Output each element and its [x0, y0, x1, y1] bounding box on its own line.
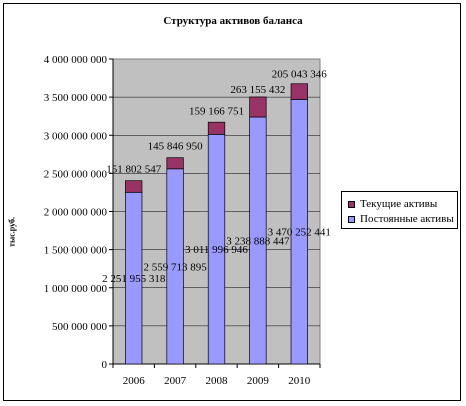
x-tick-label: 2007 [164, 375, 187, 387]
legend-swatch-current-assets [348, 200, 355, 208]
x-axis-ticks: 2006 2007 2008 2009 2010 [112, 364, 321, 387]
bar-current-assets [249, 96, 267, 118]
data-label-fixed-assets: 2 251 955 318 [102, 273, 166, 285]
x-tick-label: 2008 [206, 375, 229, 387]
y-tick-label: 1 000 000 000 [44, 283, 108, 295]
y-tick-label: 1 500 000 000 [44, 245, 108, 257]
data-label-fixed-assets: 3 011 996 946 [185, 244, 248, 256]
bar-current-assets [290, 83, 308, 100]
bar-current-assets [125, 180, 143, 193]
data-label-current-assets: 263 155 432 [230, 84, 285, 96]
y-tick-label: 4 000 000 000 [44, 54, 108, 66]
bar-current-assets [166, 157, 184, 170]
data-label-current-assets: 159 166 751 [189, 105, 244, 117]
y-tick-label: 3 000 000 000 [44, 130, 108, 142]
data-label-current-assets: 205 043 346 [272, 69, 328, 81]
data-label-fixed-assets: 3 238 888 447 [226, 236, 290, 248]
data-label-fixed-assets: 3 470 252 441 [268, 227, 331, 239]
x-tick-label: 2010 [288, 375, 311, 387]
legend-item-fixed-assets: Постоянные активы [348, 213, 454, 225]
legend-item-current-assets: Текущие активы [348, 198, 437, 210]
y-tick-label: 0 [102, 359, 108, 371]
data-labels: 2 251 955 318 151 802 547 2 559 713 895 145… [102, 69, 331, 286]
data-label-fixed-assets: 2 559 713 895 [143, 261, 207, 273]
y-tick-label: 2 500 000 000 [44, 168, 108, 180]
bar-current-assets [207, 121, 226, 135]
legend-label-current-assets: Текущие активы [360, 198, 438, 210]
chart-title: Структура активов баланса [163, 15, 303, 27]
y-tick-label: 3 500 000 000 [44, 92, 108, 104]
x-tick-label: 2009 [247, 375, 270, 387]
y-axis-ticks: 0 500 000 000 1 000 000 000 1 500 000 000 2 … [44, 54, 320, 371]
legend: Текущие активы Постоянные активы [341, 191, 458, 229]
legend-swatch-fixed-assets [348, 215, 355, 223]
y-tick-label: 500 000 000 [52, 321, 108, 333]
legend-label-fixed-assets: Постоянные активы [360, 213, 454, 225]
data-label-current-assets: 151 802 547 [106, 164, 162, 176]
x-tick-label: 2006 [123, 375, 146, 387]
y-tick-label: 2 000 000 000 [44, 207, 108, 219]
bars [125, 83, 308, 365]
data-label-current-assets: 145 846 950 [148, 140, 204, 152]
